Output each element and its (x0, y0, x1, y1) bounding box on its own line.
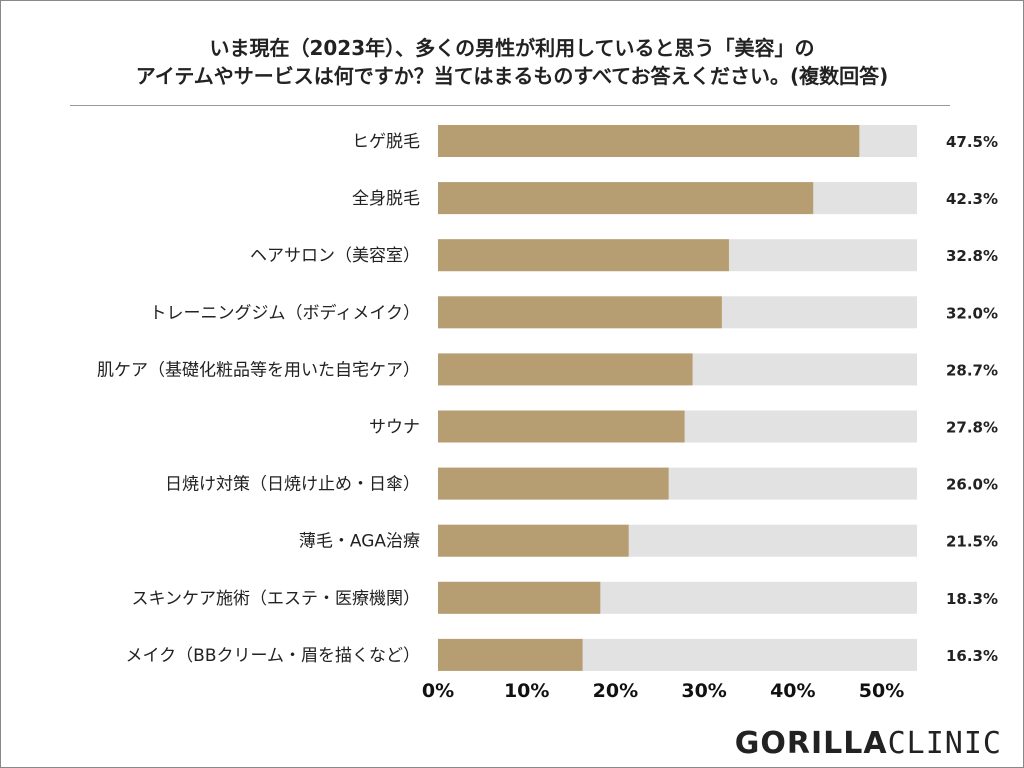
x-tick-label: 20% (593, 680, 638, 702)
bar (438, 410, 685, 443)
title-line-2: アイテムやサービスは何ですか？当てはまるものすべてお答えください。(複数回答) (135, 64, 889, 88)
category-label: スキンケア施術（エステ・医療機関） (132, 589, 421, 609)
value-label: 32.0% (946, 304, 998, 322)
category-label: サウナ (369, 418, 420, 438)
bar (438, 296, 722, 329)
brand-logo: GORILLACLINIC (735, 726, 1002, 762)
bar (438, 239, 729, 272)
category-label: 肌ケア（基礎化粧品等を用いた自宅ケア） (97, 360, 420, 380)
chart-title: いま現在（2023年）、多くの男性が利用していると思う「美容」の アイテムやサー… (20, 34, 1004, 90)
category-label: ヘアサロン（美容室） (250, 246, 420, 266)
value-label: 18.3% (946, 590, 998, 608)
category-label: 日焼け対策（日焼け止め・日傘） (165, 475, 420, 495)
x-tick-label: 0% (422, 680, 454, 702)
bar (438, 353, 693, 386)
bar (438, 467, 669, 500)
x-tick-label: 40% (770, 680, 815, 702)
x-tick-label: 10% (504, 680, 549, 702)
category-label: 薄毛・AGA治療 (299, 532, 420, 552)
brand-logo-bold: GORILLA (734, 726, 888, 761)
value-label: 28.7% (946, 361, 998, 379)
bar (438, 182, 814, 215)
category-label: 全身脱毛 (352, 189, 420, 209)
value-label: 27.8% (946, 419, 998, 437)
value-label: 42.3% (946, 190, 998, 208)
value-label: 21.5% (946, 533, 998, 551)
value-label: 16.3% (946, 647, 998, 665)
bar (438, 125, 860, 157)
value-label: 26.0% (946, 476, 998, 494)
bar (438, 638, 583, 671)
value-label: 32.8% (946, 247, 998, 265)
category-label: ヒゲ脱毛 (352, 132, 420, 152)
value-label: 47.5% (946, 133, 998, 151)
x-tick-label: 50% (859, 680, 904, 702)
bar (438, 524, 629, 557)
brand-logo-light: CLINIC (887, 726, 1002, 761)
title-divider (70, 105, 950, 106)
category-label: メイク（BBクリーム・眉を描くなど） (126, 646, 420, 666)
bar (438, 581, 601, 614)
title-line-1: いま現在（2023年）、多くの男性が利用していると思う「美容」の (209, 36, 815, 60)
category-label: トレーニングジム（ボディメイク） (150, 302, 420, 323)
x-tick-label: 30% (681, 680, 726, 702)
